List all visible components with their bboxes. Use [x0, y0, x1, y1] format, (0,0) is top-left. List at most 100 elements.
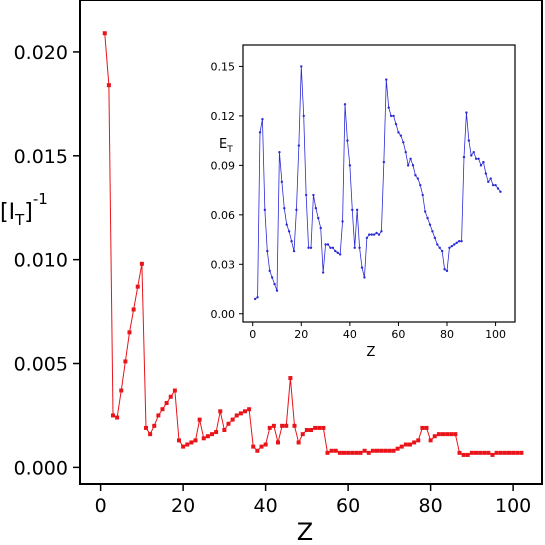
- main-data-point: [214, 430, 219, 435]
- main-x-tick-label: 0: [95, 495, 107, 517]
- main-data-point: [457, 450, 462, 455]
- main-data-point: [395, 446, 400, 451]
- main-data-point: [441, 432, 445, 437]
- inset-x-tick-label: 20: [294, 328, 308, 341]
- inset-data-point: [377, 233, 381, 236]
- inset-data-point: [487, 180, 490, 184]
- main-data-point: [490, 452, 495, 457]
- main-y-tick-label: 0.020: [14, 42, 68, 64]
- main-x-tick-label: 80: [419, 495, 443, 517]
- main-data-point: [412, 440, 417, 445]
- main-y-axis-label: [IT]-1: [0, 190, 48, 229]
- inset-data-point: [482, 160, 485, 164]
- inset-data-point: [419, 183, 422, 187]
- inset-data-point: [385, 78, 388, 81]
- inset-data-point: [368, 233, 371, 236]
- inset-data-point: [283, 207, 286, 210]
- inset-data-point: [443, 268, 446, 271]
- main-data-point: [408, 442, 412, 447]
- inset-data-point: [474, 157, 478, 160]
- inset-data-point: [411, 164, 415, 167]
- inset-data-point: [416, 177, 420, 180]
- inset-data-point: [275, 289, 279, 292]
- inset-data-point: [465, 111, 468, 114]
- main-data-point: [238, 411, 243, 416]
- inset-data-point: [297, 144, 301, 147]
- main-data-point: [486, 450, 491, 455]
- inset-y-tick-label: 0.00: [211, 308, 236, 321]
- inset-data-point: [431, 230, 434, 233]
- main-data-point: [193, 438, 198, 443]
- main-data-point: [135, 284, 140, 289]
- inset-y-tick-label: 0.06: [211, 209, 236, 222]
- inset-data-point: [467, 139, 471, 142]
- inset-data-point: [392, 114, 395, 118]
- main-data-point: [189, 440, 194, 445]
- main-data-point: [507, 450, 511, 455]
- inset-data-point: [457, 240, 461, 243]
- inset-data-point: [406, 164, 410, 167]
- inset-x-tick-label: 60: [391, 328, 405, 341]
- main-data-point: [115, 415, 120, 420]
- main-y-tick-label: 0.010: [14, 250, 68, 272]
- main-data-point: [445, 432, 450, 437]
- main-data-point: [474, 450, 478, 455]
- main-x-tick-label: 20: [171, 495, 195, 517]
- inset-data-point: [394, 122, 398, 126]
- inset-x-tick-label: 0: [249, 328, 256, 341]
- inset-data-point: [365, 236, 369, 240]
- main-data-point: [234, 413, 239, 418]
- inset-data-point: [355, 208, 359, 212]
- inset-data-point: [334, 249, 337, 253]
- inset-data-point: [292, 249, 296, 253]
- inset-data-point: [397, 131, 400, 134]
- inset-data-point: [302, 114, 305, 118]
- main-data-point: [148, 432, 153, 437]
- inset-data-point: [290, 240, 293, 243]
- main-data-point: [465, 452, 470, 457]
- main-data-point: [321, 425, 326, 430]
- main-data-point: [127, 330, 132, 335]
- inset-data-point: [399, 134, 403, 137]
- main-data-point: [515, 450, 520, 455]
- inset-y-tick-label: 0.12: [211, 110, 236, 123]
- inset-data-point: [363, 276, 366, 279]
- main-data-point: [177, 438, 181, 443]
- inset-data-point: [287, 230, 291, 233]
- main-data-point: [222, 427, 227, 432]
- inset-data-point: [268, 269, 271, 273]
- main-data-point: [428, 438, 433, 443]
- main-data-point: [478, 450, 483, 455]
- inset-data-point: [256, 296, 259, 299]
- inset-data-point: [329, 246, 332, 250]
- main-data-point: [304, 427, 309, 432]
- inset-x-axis-ticks: 0 20 40 60 80 100: [249, 322, 506, 341]
- inset-data-point: [326, 243, 330, 246]
- inset-data-point: [321, 271, 325, 274]
- main-y-axis-ticks: 0.000 0.005 0.010 0.015 0.020: [14, 42, 80, 479]
- inset-data-point: [460, 240, 463, 243]
- inset-data-point: [317, 216, 320, 220]
- main-data-point: [160, 407, 165, 412]
- inset-y-axis-label: ET: [219, 137, 233, 155]
- main-data-point: [350, 450, 355, 455]
- inset-data-point: [375, 231, 378, 235]
- main-data-point: [379, 448, 384, 453]
- main-data-point: [461, 452, 466, 457]
- inset-data-point: [477, 157, 480, 160]
- main-x-tick-label: 60: [336, 495, 360, 517]
- inset-data-point: [472, 150, 475, 154]
- inset-data-point: [358, 246, 361, 250]
- main-data-point: [230, 417, 235, 422]
- main-data-point: [375, 448, 379, 453]
- main-data-point: [453, 432, 458, 437]
- inset-chart: 0 20 40 60 80 100 0.000.030.060.090.120.15 Z …: [211, 44, 516, 360]
- inset-data-point: [402, 141, 405, 144]
- main-data-point: [309, 427, 313, 432]
- main-data-point: [300, 432, 305, 437]
- main-data-point: [469, 450, 474, 455]
- main-data-point: [325, 450, 330, 455]
- inset-data-point: [295, 208, 298, 212]
- inset-data-point: [258, 131, 262, 134]
- main-x-axis-ticks: 0 20 40 60 80 100: [95, 484, 531, 517]
